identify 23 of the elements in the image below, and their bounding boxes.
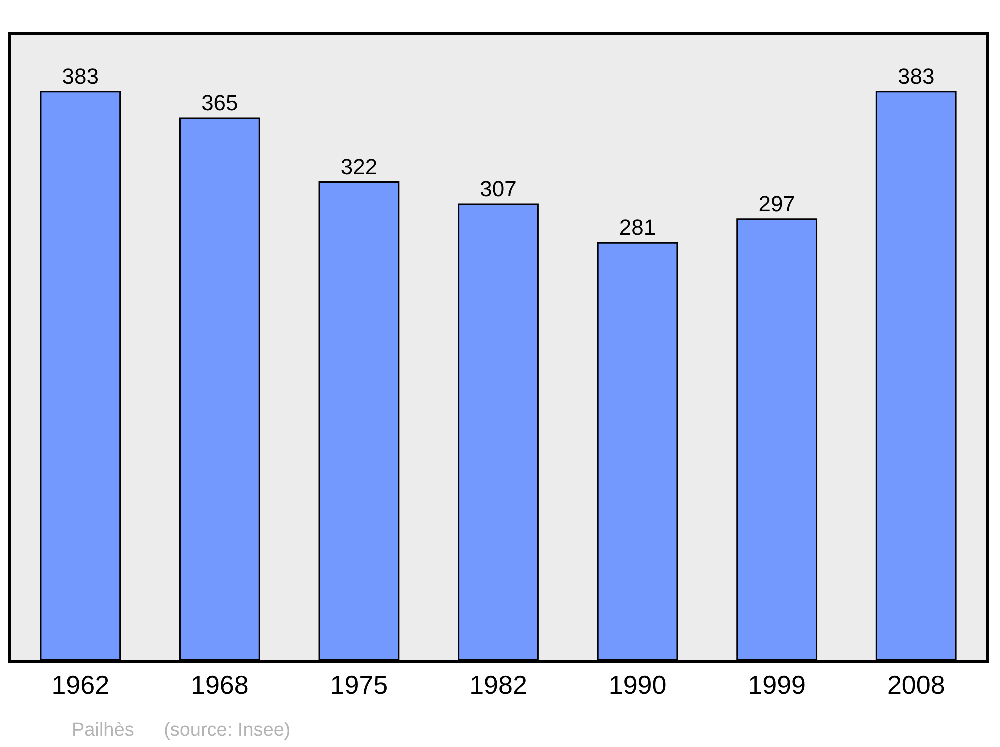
x-tick-label: 1990 xyxy=(608,670,667,700)
data-label: 322 xyxy=(340,154,378,180)
x-tick-label: 1962 xyxy=(52,670,110,700)
x-tick-label: 1968 xyxy=(191,670,249,700)
data-label: 307 xyxy=(480,176,517,202)
data-label: 383 xyxy=(62,64,100,89)
data-label: 365 xyxy=(202,90,238,116)
bar xyxy=(876,91,957,660)
bar xyxy=(40,91,122,660)
data-label: 383 xyxy=(898,64,935,89)
bar xyxy=(318,182,400,660)
bar xyxy=(458,204,539,660)
x-tick-label: 1999 xyxy=(748,670,806,700)
text: Pailhès xyxy=(72,720,134,741)
data-label: 281 xyxy=(619,215,656,240)
bar xyxy=(736,218,818,660)
x-tick-label: 1982 xyxy=(470,670,528,700)
x-tick-label: 1975 xyxy=(330,670,388,700)
data-label: 297 xyxy=(758,191,796,216)
text: (source: Insee) xyxy=(164,720,291,741)
x-tick-label: 2008 xyxy=(887,670,946,700)
bar xyxy=(597,242,678,660)
bar xyxy=(179,118,260,660)
